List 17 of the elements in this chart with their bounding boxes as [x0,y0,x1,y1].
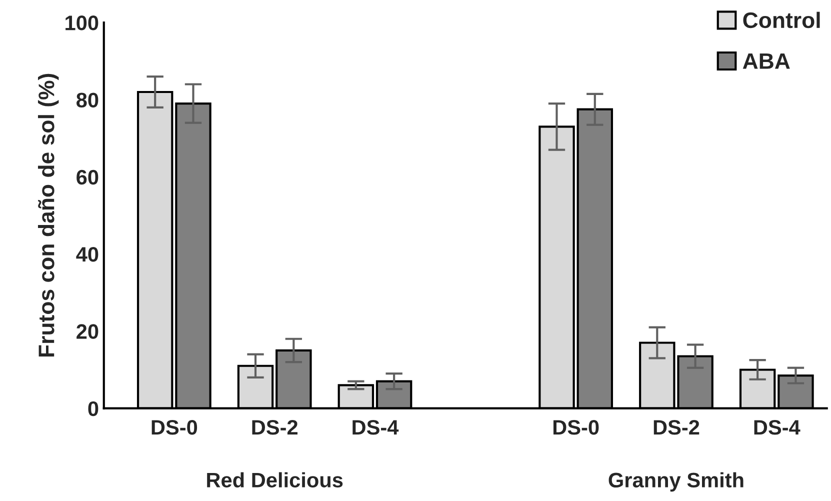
y-tick-label: 0 [88,401,98,416]
x-tick-label: DS-0 [152,420,198,435]
x-tick-label: DS-0 [553,420,599,435]
legend-label: Control [743,12,820,28]
legend-label: ABA [742,53,790,69]
text: Red Delicious [207,472,343,488]
y-tick-label: 20 [76,324,98,339]
x-tick-label: DS-4 [754,420,800,435]
x-tick-label: DS-4 [352,420,399,435]
y-tick-label: 100 [66,16,98,30]
y-tick-label: 80 [76,92,98,108]
y-tick-label: 40 [76,247,98,262]
y-axis-title: Frutos con daño de sol (%) [38,74,59,357]
text: Granny Smith [608,472,744,492]
y-tick-label: 60 [76,170,98,185]
x-tick-label: DS-2 [252,420,298,435]
x-tick-label: DS-2 [654,420,700,435]
